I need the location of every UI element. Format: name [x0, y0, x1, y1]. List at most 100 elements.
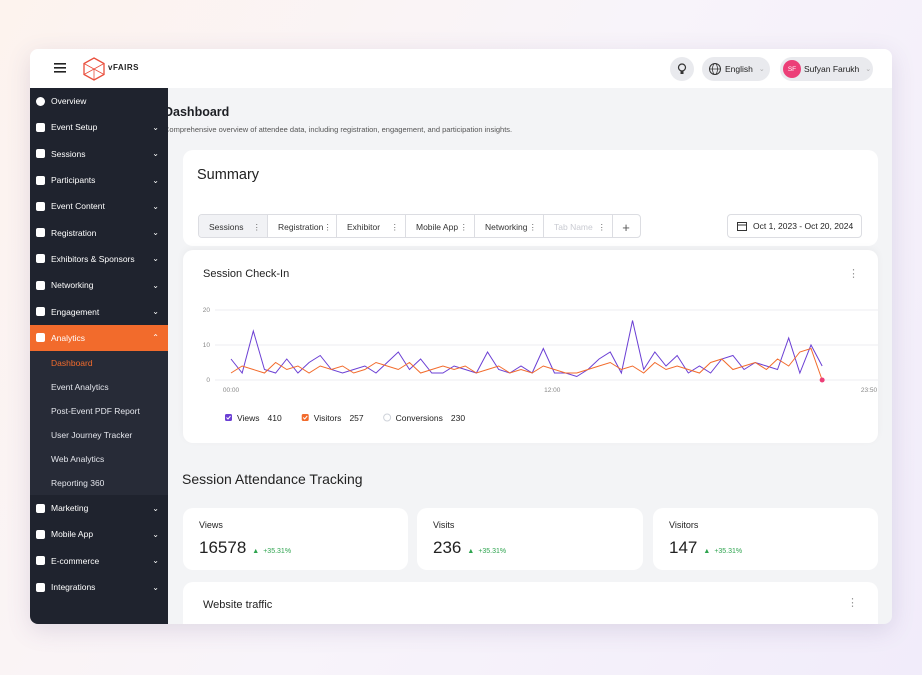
- submenu-item[interactable]: Web Analytics: [51, 454, 105, 464]
- language-label: English: [725, 64, 753, 74]
- stat-card: Views 16578 ▲ +35.31%: [183, 508, 408, 570]
- nav-icon: [36, 96, 45, 106]
- nav-item[interactable]: Sessions ⌄: [30, 141, 168, 167]
- stat-label: Visitors: [669, 520, 699, 530]
- nav-icon: [36, 582, 45, 592]
- tab-label: Sessions: [209, 222, 244, 232]
- chart-card: [183, 250, 878, 443]
- user-name: Sufyan Farukh: [804, 64, 860, 74]
- tab[interactable]: Mobile App ⋮: [406, 215, 475, 237]
- tab-name-input: Tab Name: [554, 222, 593, 232]
- more-button[interactable]: ⋮: [848, 268, 859, 280]
- nav-label: Event Content: [51, 201, 105, 212]
- nav-item[interactable]: Participants ⌄: [30, 167, 168, 193]
- stat-row: 16578 ▲ +35.31%: [199, 538, 291, 558]
- nav-item[interactable]: Overview: [30, 88, 168, 114]
- nav-item[interactable]: Integrations ⌄: [30, 574, 168, 600]
- page-title: Dashboard: [168, 105, 230, 119]
- nav-icon: [36, 228, 45, 238]
- nav-item[interactable]: Registration ⌄: [30, 220, 168, 246]
- top-bar: vFAIRS English ⌄ SF Sufyan Farukh ⌄: [30, 49, 892, 88]
- tab-bar: Sessions ⋮ Registration ⋮ Exhibitor ⋮ Mobile A…: [198, 214, 641, 238]
- nav-label: Networking: [51, 280, 94, 291]
- nav-label: E-commerce: [51, 555, 100, 566]
- submenu: Dashboard Event Analytics Post-Event PDF R…: [30, 351, 168, 495]
- nav-item[interactable]: Analytics ⌃: [30, 324, 168, 351]
- nav-label: Mobile App: [51, 529, 94, 540]
- nav-icon: [36, 254, 45, 264]
- tab[interactable]: Sessions ⋮: [199, 215, 268, 237]
- add-tab-button[interactable]: +: [622, 219, 630, 235]
- nav-chevron: ⌄: [152, 529, 159, 539]
- date-range-picker[interactable]: Oct 1, 2023 - Oct 20, 2024: [727, 214, 862, 238]
- tab-label: Mobile App: [416, 222, 459, 232]
- nav-item[interactable]: Exhibitors & Sponsors ⌄: [30, 246, 168, 272]
- nav-item[interactable]: Networking ⌄: [30, 272, 168, 298]
- data-line: [230, 320, 823, 378]
- stat-card: Visits 236 ▲ +35.31%: [417, 508, 643, 570]
- menu-button[interactable]: [54, 63, 66, 73]
- tab[interactable]: Registration ⋮: [268, 215, 337, 237]
- stat-row: 236 ▲ +35.31%: [433, 538, 506, 558]
- trend-icon: ▲: [703, 548, 711, 555]
- submenu-item[interactable]: Event Analytics: [51, 382, 109, 392]
- tab-label: Registration: [278, 222, 324, 232]
- submenu-item[interactable]: User Journey Tracker: [51, 430, 133, 440]
- nav-icon: [36, 529, 45, 539]
- stat-change: +35.31%: [478, 548, 507, 555]
- nav-item[interactable]: Marketing ⌄: [30, 495, 168, 521]
- nav-chevron: ⌄: [152, 228, 159, 238]
- nav-icon: [36, 280, 45, 290]
- nav-icon: [36, 201, 45, 211]
- nav-chevron: ⌄: [152, 254, 159, 264]
- end-point: [819, 377, 825, 383]
- tab[interactable]: Networking ⋮: [475, 215, 544, 237]
- legend-item[interactable]: Views 410: [225, 413, 282, 423]
- legend-item[interactable]: Conversions 230: [383, 413, 466, 423]
- tab-menu: ⋮: [459, 221, 469, 232]
- nav-chevron: ⌄: [152, 201, 159, 211]
- tab-menu: ⋮: [390, 221, 400, 232]
- nav-chevron: ⌄: [152, 556, 159, 566]
- nav-label: Registration: [51, 227, 97, 238]
- stat-value: 236: [433, 538, 462, 557]
- language-selector[interactable]: English ⌄: [702, 57, 770, 81]
- submenu-item[interactable]: Dashboard: [51, 358, 93, 368]
- legend-checkbox: [383, 413, 392, 422]
- nav-chevron: ⌄: [152, 175, 159, 185]
- x-tick-label: 00:00: [223, 387, 240, 394]
- stat-value: 147: [669, 538, 698, 557]
- tab[interactable]: Exhibitor ⋮: [337, 215, 406, 237]
- legend-item[interactable]: Visitors 257: [301, 413, 364, 423]
- section-title: Session Attendance Tracking: [182, 471, 363, 487]
- nav-label: Exhibitors & Sponsors: [51, 253, 135, 264]
- tab-menu: ⋮: [323, 221, 332, 232]
- more-button[interactable]: ⋮: [847, 597, 858, 609]
- nav-item[interactable]: Event Content ⌄: [30, 193, 168, 219]
- nav-chevron: ⌄: [152, 122, 159, 132]
- legend-label: Views: [237, 413, 260, 423]
- stat-change: +35.31%: [714, 548, 743, 555]
- main-content: Dashboard Comprehensive overview of atte…: [168, 88, 892, 624]
- app-window: vFAIRS English ⌄ SF Sufyan Farukh ⌄ Overvie…: [30, 49, 892, 624]
- nav-item[interactable]: Mobile App ⌄: [30, 521, 168, 547]
- nav-item[interactable]: E-commerce ⌄: [30, 548, 168, 574]
- tab[interactable]: Tab Name ⋮: [544, 215, 613, 237]
- chart-title: Session Check-In: [203, 268, 289, 280]
- submenu-item[interactable]: Post-Event PDF Report: [51, 406, 140, 416]
- nav-label: Analytics: [51, 332, 86, 343]
- user-menu[interactable]: SF Sufyan Farukh ⌄: [780, 57, 873, 81]
- nav-item[interactable]: Engagement ⌄: [30, 298, 168, 324]
- legend-total: 410: [268, 413, 282, 423]
- brand-logo: [83, 57, 105, 81]
- legend-check: [226, 415, 231, 420]
- nav-icon: [36, 333, 45, 343]
- summary-title: Summary: [197, 167, 260, 183]
- nav-item[interactable]: Event Setup ⌄: [30, 114, 168, 140]
- legend-checkbox: [301, 414, 309, 421]
- tips-button[interactable]: [670, 57, 694, 81]
- y-tick-label: 20: [203, 307, 211, 314]
- legend-total: 230: [451, 413, 465, 423]
- submenu-item[interactable]: Reporting 360: [51, 478, 105, 488]
